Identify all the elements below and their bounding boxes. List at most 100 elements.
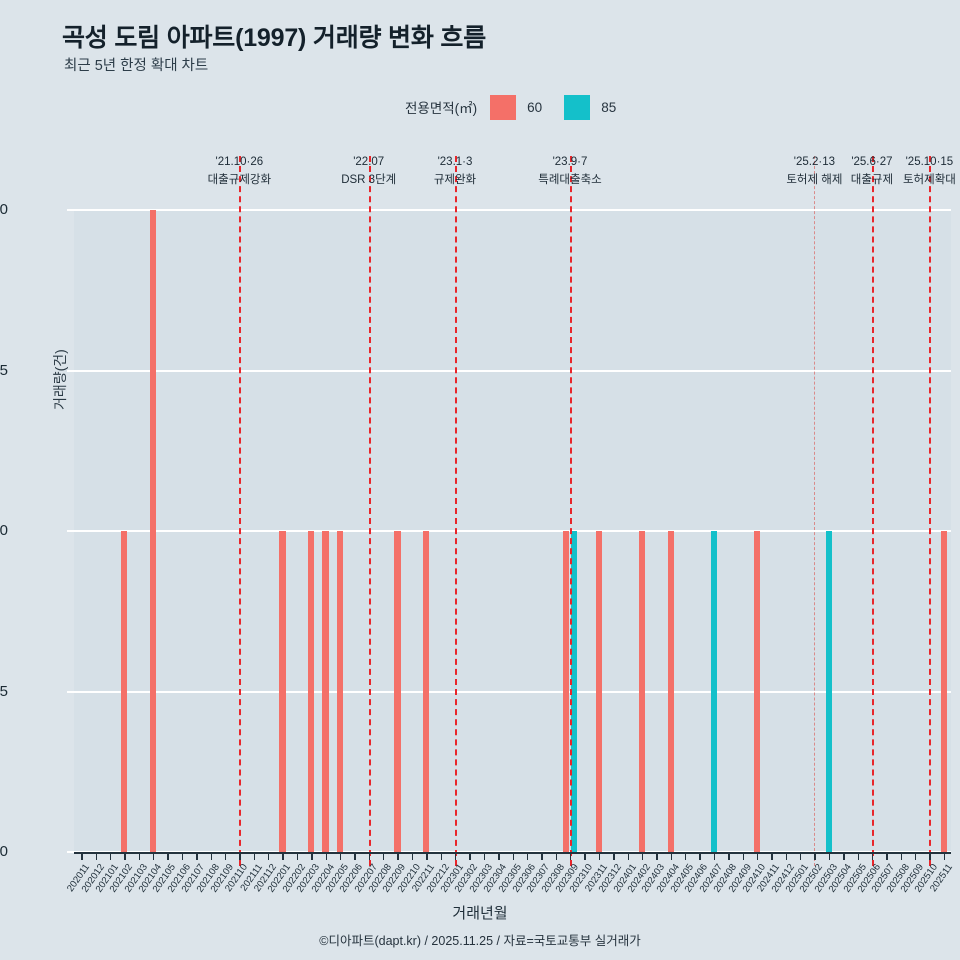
annotation-line-202309 xyxy=(570,156,572,866)
annotation-line-202510 xyxy=(929,156,932,866)
bar-202402-60 xyxy=(638,531,645,852)
x-tick-mark-202408 xyxy=(728,853,730,860)
chart-title: 곡성 도림 아파트(1997) 거래량 변화 흐름 xyxy=(62,24,486,52)
chart-subtitle: 최근 5년 한정 확대 차트 xyxy=(64,58,209,74)
x-tick-mark-202508 xyxy=(900,853,903,860)
bar-202205-60 xyxy=(336,531,344,852)
x-tick-mark-202207 xyxy=(368,853,371,860)
x-tick-mark-202110 xyxy=(239,853,241,860)
bar-202204-60 xyxy=(322,531,329,852)
annotation-line-202301 xyxy=(454,156,457,866)
x-tick-mark-202401 xyxy=(627,853,629,860)
x-tick-mark-202504 xyxy=(843,853,845,860)
x-tick-mark-202309 xyxy=(570,853,572,860)
x-tick-mark-202505 xyxy=(857,853,859,860)
x-tick-mark-202205 xyxy=(339,853,342,860)
gridline-1.5 xyxy=(74,369,951,372)
x-tick-mark-202406 xyxy=(699,853,701,860)
footer-credit: ©디아파트(dapt.kr) / 2025.11.25 / 자료=국토교통부 실… xyxy=(319,934,641,948)
x-tick-mark-202108 xyxy=(210,853,212,860)
x-tick-mark-202312 xyxy=(613,853,615,860)
y-tick-label-1.0: 1.0 xyxy=(0,522,8,539)
x-tick-mark-202402 xyxy=(641,853,644,860)
x-tick-mark-202307 xyxy=(541,853,543,860)
x-tick-mark-202311 xyxy=(598,853,601,860)
x-tick-mark-202109 xyxy=(224,853,227,860)
x-tick-mark-202211 xyxy=(426,853,428,860)
annotation-text: 토허제확대 xyxy=(902,173,956,186)
x-tick-mark-202012 xyxy=(95,853,97,860)
x-tick-mark-202502 xyxy=(814,853,816,860)
x-tick-mark-202103 xyxy=(138,853,141,860)
x-tick-mark-202306 xyxy=(526,853,529,860)
x-tick-mark-202509 xyxy=(915,853,917,860)
x-tick-mark-202204 xyxy=(325,853,327,860)
y-tick-label-0.0: 0.0 xyxy=(0,843,8,860)
x-tick-mark-202404 xyxy=(670,853,673,860)
annotation-line-202207 xyxy=(368,156,371,866)
y-tick-mark-2.0 xyxy=(67,209,74,211)
x-tick-mark-202303 xyxy=(483,853,486,860)
x-tick-mark-202503 xyxy=(828,853,831,860)
x-tick-mark-202201 xyxy=(282,853,284,860)
bar-202203-60 xyxy=(308,531,315,852)
annotation-line-202502 xyxy=(814,156,816,866)
bar-202407-85 xyxy=(710,531,717,852)
annotation-line-202110 xyxy=(239,156,242,866)
plot-area: 거래량(건) xyxy=(52,156,951,866)
y-tick-mark-0.5 xyxy=(67,690,74,693)
bar-202410-60 xyxy=(753,531,760,852)
x-tick-mark-202203 xyxy=(311,853,313,860)
legend-swatch-60 xyxy=(490,94,517,120)
gridline-1.0 xyxy=(74,530,951,532)
x-tick-mark-202511 xyxy=(943,853,946,860)
bar-202511-60 xyxy=(940,531,947,852)
bar-202503-85 xyxy=(825,531,832,852)
x-tick-mark-202112 xyxy=(268,853,270,860)
gridline-2.0 xyxy=(74,209,951,211)
y-tick-label-0.5: 0.5 xyxy=(0,682,8,700)
x-tick-mark-202104 xyxy=(153,853,155,860)
x-tick-mark-202101 xyxy=(109,853,112,860)
x-tick-mark-202403 xyxy=(656,853,658,860)
x-tick-mark-202302 xyxy=(469,853,471,860)
y-tick-mark-1.0 xyxy=(67,530,74,532)
x-tick-mark-202210 xyxy=(411,853,414,860)
x-tick-mark-202011 xyxy=(81,853,83,860)
y-axis-title: 거래량(건) xyxy=(52,349,68,410)
y-tick-label-1.5: 1.5 xyxy=(0,361,8,379)
x-tick-mark-202407 xyxy=(713,853,716,860)
bar-202211-60 xyxy=(423,531,430,852)
y-tick-mark-1.5 xyxy=(67,369,74,372)
x-tick-mark-202212 xyxy=(440,853,442,860)
x-tick-mark-202410 xyxy=(756,853,759,860)
x-tick-mark-202209 xyxy=(397,853,399,860)
x-tick-mark-202506 xyxy=(871,853,874,860)
bar-202102-60 xyxy=(121,531,128,852)
bar-202309-85 xyxy=(570,531,577,852)
annotation-date: '25.10·15 xyxy=(905,156,954,168)
x-tick-mark-202301 xyxy=(454,853,457,860)
y-tick-mark-0.0 xyxy=(67,851,74,853)
x-tick-mark-202308 xyxy=(555,853,558,860)
gridline-0.5 xyxy=(74,690,951,693)
legend: 전용면적(㎡) 60 85 xyxy=(405,93,638,121)
x-tick-mark-202310 xyxy=(584,853,586,860)
x-tick-mark-202208 xyxy=(383,853,385,860)
annotation-202510: '25.10·15 토허제확대 xyxy=(859,154,960,190)
legend-title: 전용면적(㎡) xyxy=(405,101,478,116)
x-tick-mark-202412 xyxy=(785,853,788,860)
bar-202201-60 xyxy=(279,531,286,852)
y-tick-label-2.0: 2.0 xyxy=(0,201,8,218)
x-tick-mark-202105 xyxy=(167,853,169,860)
x-tick-mark-202202 xyxy=(296,853,299,860)
x-tick-mark-202304 xyxy=(498,853,500,860)
x-tick-mark-202102 xyxy=(124,853,126,860)
x-tick-mark-202107 xyxy=(196,853,198,860)
x-tick-mark-202409 xyxy=(742,853,744,860)
x-tick-mark-202106 xyxy=(181,853,184,860)
x-tick-mark-202501 xyxy=(800,853,802,860)
bar-202209-60 xyxy=(394,531,401,852)
x-axis-title: 거래년월 xyxy=(452,905,508,922)
